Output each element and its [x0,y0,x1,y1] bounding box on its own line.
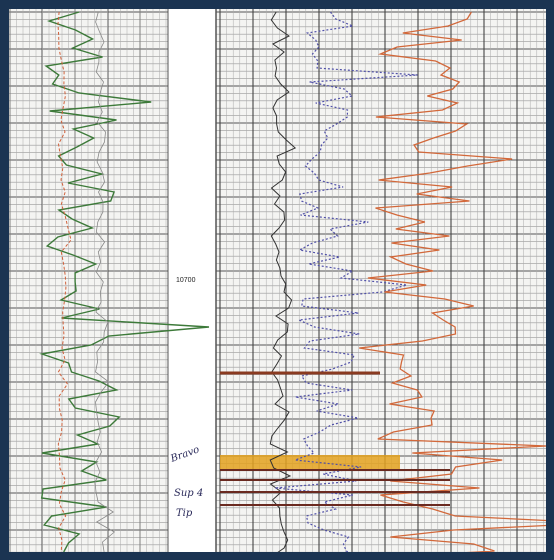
log-paper [9,9,546,560]
annotation: Tip [176,508,193,519]
sp-curve [57,11,72,553]
depth-label: 10700 [176,277,196,284]
annotation: Sup 4 [174,488,203,499]
depth-track [168,9,216,560]
gamma-curve [39,11,210,553]
density-curve [359,11,554,559]
resistivity-curve [269,11,297,557]
porosity-curve [274,11,418,559]
highlight-band [220,455,400,471]
curves [39,11,554,559]
caliper-curve [94,11,116,553]
